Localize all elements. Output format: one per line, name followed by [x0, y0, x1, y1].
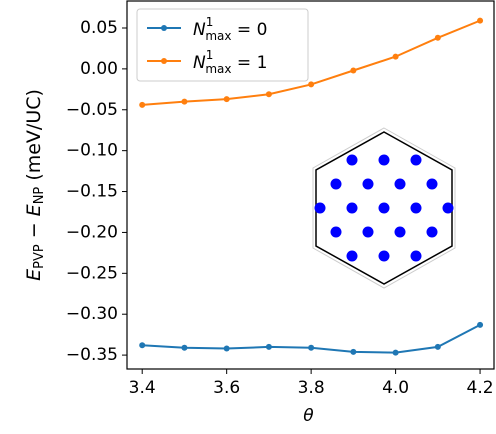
series-point — [181, 344, 188, 351]
legend-label: N1 max = 1 — [193, 48, 267, 76]
series-point — [139, 342, 146, 349]
series-point — [139, 101, 146, 108]
y-tick-label: −0.35 — [66, 345, 118, 365]
series-point — [392, 53, 399, 60]
lattice-dot — [346, 154, 358, 166]
y-label-part: E — [23, 204, 45, 216]
lattice-dot — [330, 178, 342, 190]
y-label-part: − — [23, 216, 45, 244]
series-point — [181, 98, 188, 105]
series-point — [434, 34, 441, 41]
x-tick-label: 3.4 — [129, 378, 156, 398]
lattice-dot — [362, 178, 374, 190]
legend-part: 1 — [206, 15, 214, 29]
y-axis-label: EPVP − ENP (meV/UC) — [23, 89, 47, 281]
y-tick-label: 0.05 — [80, 18, 118, 38]
lattice-dot — [394, 178, 406, 190]
series-point — [434, 343, 441, 350]
y-tick-label: −0.25 — [66, 263, 118, 283]
legend-part: 1 — [206, 48, 214, 62]
series-point — [350, 348, 357, 355]
lattice-dot — [410, 202, 422, 214]
legend-marker — [161, 58, 167, 64]
legend-part: N — [193, 20, 206, 40]
y-label-part: E — [23, 269, 45, 281]
plot-frame — [126, 0, 495, 370]
lattice-dot — [378, 154, 390, 166]
lattice-dot — [330, 226, 342, 238]
series-point — [350, 67, 357, 74]
lattice-dot — [442, 202, 454, 214]
legend-marker — [161, 25, 167, 31]
y-tick-label: −0.05 — [66, 100, 118, 120]
legend-part: max — [205, 29, 231, 43]
legend-label: N1 max = 0 — [193, 15, 267, 43]
series-point — [477, 17, 484, 24]
y-tick-label: −0.20 — [66, 222, 118, 242]
lattice-dot — [426, 178, 438, 190]
series-point — [223, 96, 230, 103]
x-tick-label: 3.6 — [213, 378, 240, 398]
inset-hexagon — [312, 127, 456, 289]
x-axis-label: θ — [303, 406, 314, 426]
x-tick-label: 3.8 — [298, 378, 325, 398]
lattice-dot — [314, 202, 326, 214]
legend-part: = 0 — [232, 20, 268, 40]
x-tick-label: 4.0 — [382, 378, 409, 398]
series-point — [265, 343, 272, 350]
y-tick-label: −0.30 — [66, 304, 118, 324]
lattice-dot — [362, 226, 374, 238]
y-tick-label: −0.15 — [66, 182, 118, 202]
series-point — [308, 81, 315, 88]
y-label-part: PVP — [32, 244, 47, 269]
series-point — [265, 91, 272, 98]
lattice-dot — [394, 226, 406, 238]
legend-part: N — [193, 53, 206, 73]
series-point — [477, 321, 484, 328]
lattice-dot — [410, 154, 422, 166]
series-point — [223, 345, 230, 352]
x-tick-label: 4.2 — [467, 378, 494, 398]
lattice-dot — [410, 250, 422, 262]
lattice-dot — [426, 226, 438, 238]
legend-part: = 1 — [232, 53, 268, 73]
lattice-dot — [346, 202, 358, 214]
lattice-dot — [378, 202, 390, 214]
series-point — [392, 349, 399, 356]
lattice-dot — [378, 250, 390, 262]
y-label-part: NP — [32, 187, 47, 205]
lattice-dot — [346, 250, 358, 262]
y-tick-label: −0.10 — [66, 141, 118, 161]
legend-part: max — [205, 62, 231, 76]
y-tick-label: 0.00 — [80, 59, 118, 79]
y-label-part: (meV/UC) — [23, 89, 45, 187]
series-point — [308, 344, 315, 351]
